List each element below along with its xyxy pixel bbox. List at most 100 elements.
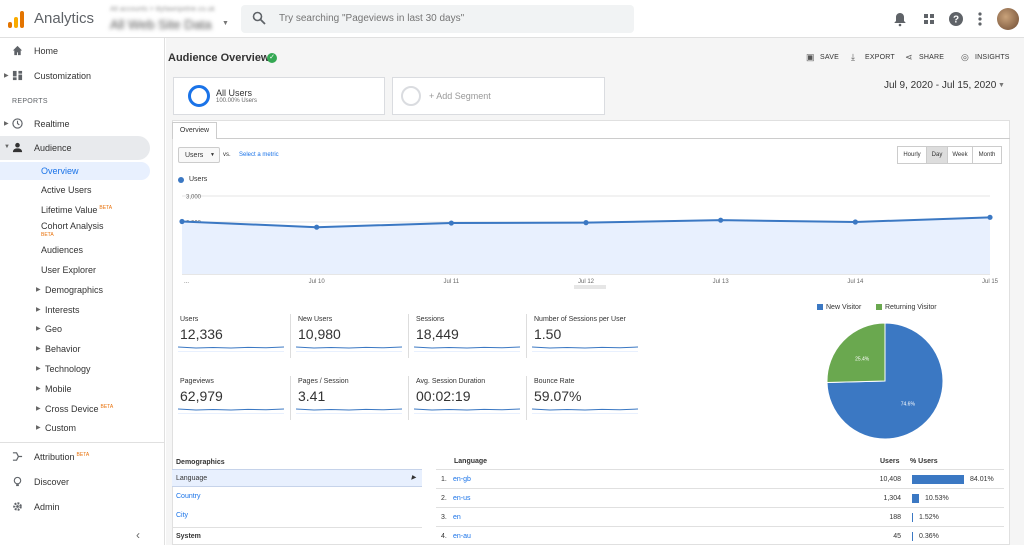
sidebar-group-interests[interactable]: ▶ Interests — [0, 301, 150, 319]
demographics-divider — [172, 527, 422, 528]
segment-all-users[interactable]: All Users 100.00% Users — [173, 77, 385, 115]
percent-value: 1.52% — [919, 514, 939, 521]
pie-slice[interactable] — [826, 322, 944, 440]
insights-icon: ◎ — [961, 52, 970, 62]
insights-button[interactable]: ◎ INSIGHTS — [961, 52, 1010, 62]
sidebar-item-attribution[interactable]: Attribution BETA — [0, 445, 150, 469]
sidebar-group-cross-device[interactable]: ▶ Cross Device BETA — [0, 400, 150, 418]
save-button[interactable]: ▣ SAVE — [806, 52, 839, 62]
language-link[interactable]: en-au — [453, 533, 471, 540]
sidebar-item-home[interactable]: Home — [0, 39, 150, 63]
avatar[interactable] — [997, 8, 1019, 30]
search-placeholder[interactable]: Try searching "Pageviews in last 30 days… — [279, 13, 465, 24]
demographics-item-label: City — [176, 512, 189, 519]
granularity-week-button[interactable]: Week — [948, 147, 973, 163]
sidebar-group-geo[interactable]: ▶ Geo — [0, 320, 150, 338]
kpi-value: 59.07% — [534, 388, 582, 404]
language-link[interactable]: en — [453, 514, 461, 521]
demographics-item-label: Country — [176, 493, 201, 500]
demographics-item-city[interactable]: City — [172, 507, 422, 525]
sidebar-item-audience[interactable]: ▼ Audience — [0, 136, 150, 160]
kpi-separator — [526, 376, 527, 420]
expand-arrow-icon: ▶ — [36, 346, 41, 352]
data-point — [448, 220, 454, 226]
sidebar-subitem-cohort-analysis[interactable]: Cohort Analysis BETA — [0, 218, 150, 239]
sidebar-subitem-user-explorer[interactable]: User Explorer — [0, 261, 150, 279]
language-link[interactable]: en-us — [453, 495, 471, 502]
granularity-month-button[interactable]: Month — [978, 152, 996, 158]
sidebar-group-behavior[interactable]: ▶ Behavior — [0, 340, 150, 358]
attribution-icon — [12, 452, 23, 461]
visitor-pie-chart: 74.6% 25.4% — [826, 322, 944, 440]
sidebar-subitem-audiences[interactable]: Audiences — [0, 241, 150, 259]
sidebar-item-admin[interactable]: Admin — [0, 495, 150, 519]
kpi-tile[interactable]: Avg. Session Duration 00:02:19 — [414, 378, 522, 426]
kpi-tile[interactable]: Sessions 18,449 — [414, 316, 522, 364]
metric-dropdown-value: Users — [185, 152, 204, 159]
language-link[interactable]: en-gb — [453, 476, 471, 483]
y-tick-label: 3,000 — [186, 195, 202, 201]
row-number: 1. — [441, 476, 447, 483]
sidebar-subitem-lifetime-value[interactable]: Lifetime Value BETA — [0, 201, 150, 219]
vs-label: vs. — [223, 152, 231, 158]
users-value: 1,304 — [883, 495, 901, 502]
help-icon[interactable]: ? — [948, 11, 964, 27]
share-button[interactable]: ⋖ SHARE — [905, 52, 944, 62]
app-title[interactable]: Analytics — [34, 10, 95, 27]
sidebar-item-label: Realtime — [34, 119, 70, 129]
pie-slice[interactable] — [826, 322, 886, 383]
search-box[interactable]: Try searching "Pageviews in last 30 days… — [241, 5, 634, 33]
account-view-name: All Web Site Data — [110, 17, 212, 32]
select-metric-link[interactable]: Select a metric — [239, 152, 279, 158]
kpi-tile[interactable]: Users 12,336 — [178, 316, 286, 364]
kpi-separator — [290, 376, 291, 420]
kpi-tile[interactable]: Pages / Session 3.41 — [296, 378, 404, 426]
sidebar-subitem-overview[interactable]: Overview — [0, 162, 150, 180]
granularity-day-button[interactable]: Day — [927, 147, 948, 163]
bell-icon[interactable] — [892, 11, 908, 27]
column-header-percent-users: % Users — [910, 458, 938, 465]
metric-dropdown[interactable]: Users ▼ — [178, 147, 220, 163]
more-vert-icon[interactable] — [972, 11, 988, 27]
demographics-item-language[interactable]: Language ▶ — [172, 469, 422, 487]
granularity-hourly-button[interactable]: Hourly — [898, 147, 927, 163]
kpi-tile[interactable]: Bounce Rate 59.07% — [532, 378, 640, 426]
dashboard-icon — [12, 70, 23, 81]
sidebar-group-technology[interactable]: ▶ Technology — [0, 360, 150, 378]
sidebar-group-custom[interactable]: ▶ Custom — [0, 419, 150, 437]
x-tick-label: Jul 12 — [578, 279, 595, 285]
analytics-logo-icon[interactable] — [8, 10, 24, 28]
users-value: 10,408 — [879, 476, 901, 483]
sidebar-item-realtime[interactable]: ▶ Realtime — [0, 112, 150, 136]
sidebar-item-label: Discover — [34, 477, 70, 487]
demographics-item-country[interactable]: Country — [172, 488, 422, 506]
export-button[interactable]: ⤓ EXPORT — [851, 52, 895, 62]
export-icon: ⤓ — [851, 52, 856, 62]
caret-down-icon[interactable]: ▼ — [998, 82, 1005, 89]
kpi-tile[interactable]: New Users 10,980 — [296, 316, 404, 364]
data-point — [179, 218, 185, 225]
sidebar-group-mobile[interactable]: ▶ Mobile — [0, 380, 150, 398]
account-selector[interactable]: All accounts > lilyfawnpetrie.co.uk All … — [110, 6, 230, 34]
data-point — [314, 224, 320, 230]
apps-icon[interactable] — [921, 11, 937, 27]
kpi-tile[interactable]: Number of Sessions per User 1.50 — [532, 316, 640, 364]
sidebar-subitem-active-users[interactable]: Active Users — [0, 181, 150, 199]
collapse-sidebar-icon[interactable]: ‹ — [136, 528, 140, 542]
sidebar-item-discover[interactable]: Discover — [0, 470, 150, 494]
tab-overview[interactable]: Overview — [172, 122, 217, 139]
add-segment-button[interactable]: + Add Segment — [392, 77, 605, 115]
table-row: 4. en-au 45 0.36% — [436, 526, 1004, 545]
date-range-picker[interactable]: Jul 9, 2020 - Jul 15, 2020 — [884, 80, 997, 91]
pie-legend-returning-visitor: Returning Visitor — [876, 304, 937, 311]
x-tick-label: Jul 15 — [982, 279, 999, 285]
sidebar-group-demographics[interactable]: ▶ Demographics — [0, 281, 150, 299]
kpi-sparkline — [178, 408, 284, 414]
kpi-tile[interactable]: Pageviews 62,979 — [178, 378, 286, 426]
sidebar-subitem-label: Lifetime Value — [41, 205, 98, 215]
expand-arrow-icon: ▶ — [36, 386, 41, 392]
sidebar-item-customization[interactable]: ▶ Customization — [0, 64, 150, 88]
sidebar-subitem-label: Active Users — [41, 185, 92, 195]
segment-percent: 100.00% Users — [216, 98, 258, 104]
